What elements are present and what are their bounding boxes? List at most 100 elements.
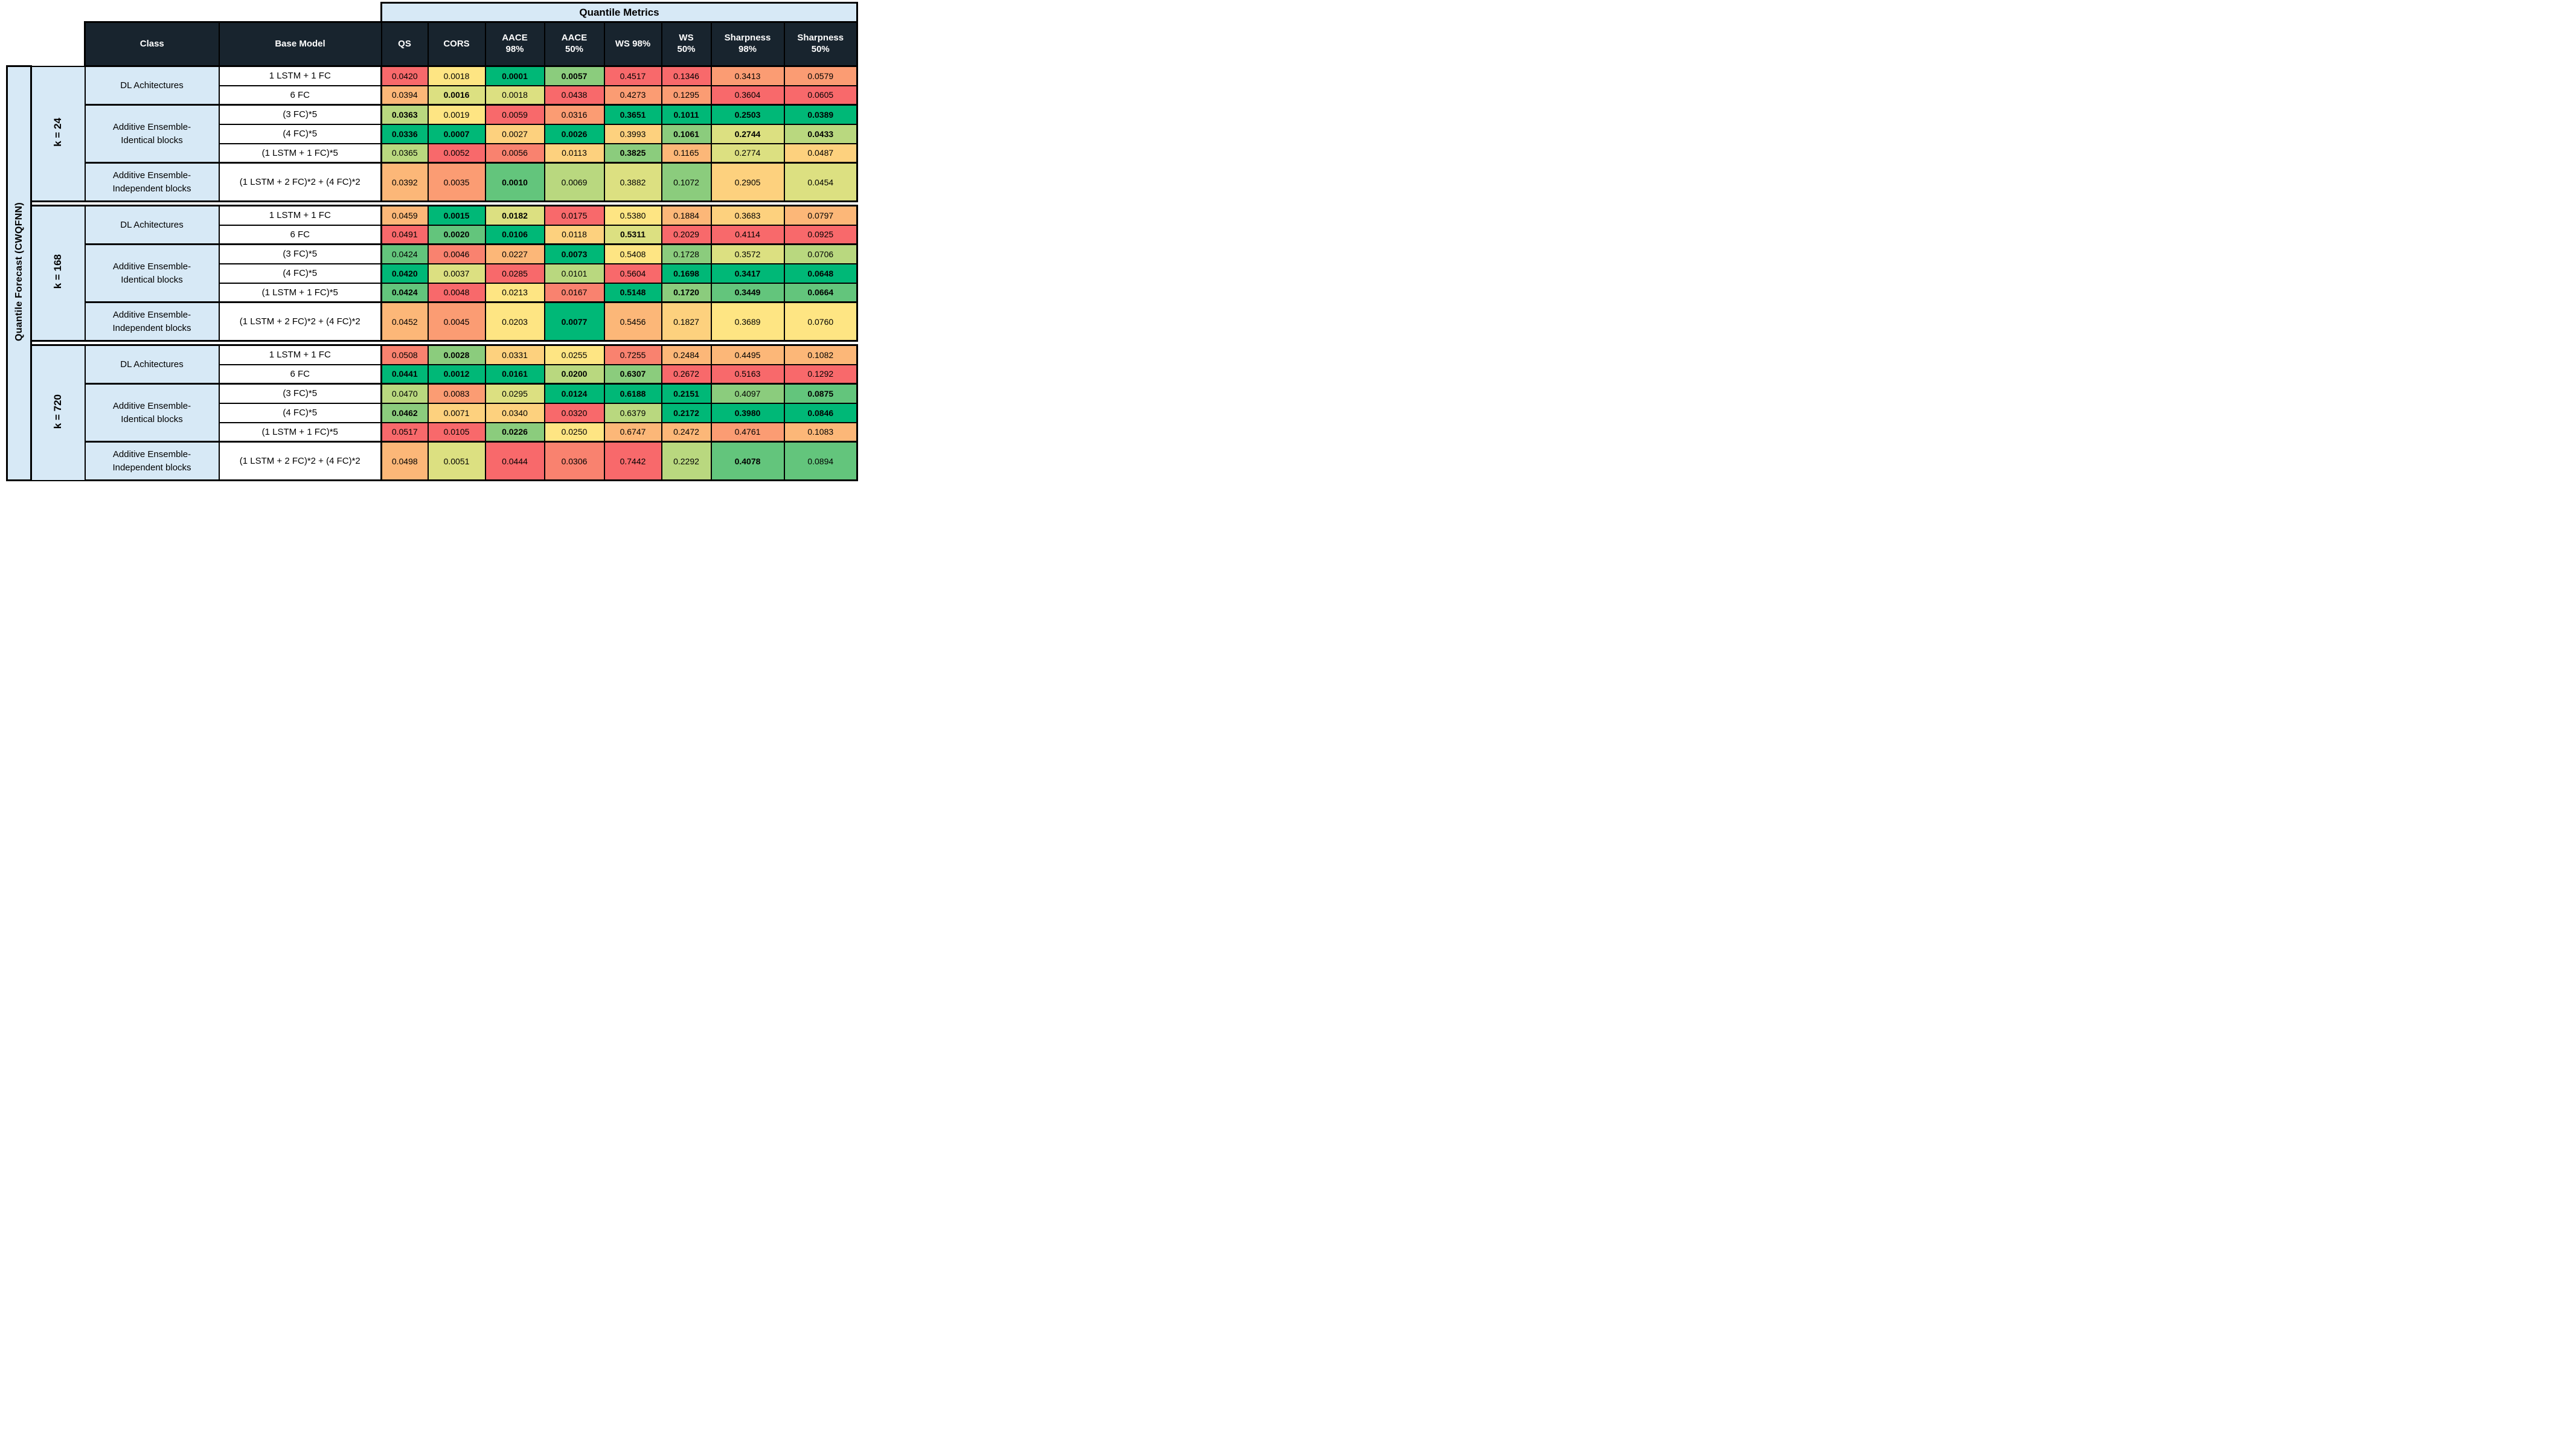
metric-cell: 0.0420: [380, 65, 429, 86]
metric-cell: 0.0285: [484, 263, 545, 284]
metric-cell: 0.0052: [427, 142, 486, 164]
metric-cell: 0.0105: [427, 421, 486, 443]
metric-cell: 0.0200: [543, 363, 605, 385]
metric-cell: 0.3417: [710, 263, 785, 284]
metric-cell: 0.0706: [783, 243, 859, 264]
k-horizon-label: k = 720: [30, 344, 86, 481]
metric-cell: 0.1346: [661, 65, 712, 86]
metric-cell: 0.5311: [603, 224, 662, 245]
vertical-axis-label: Quantile Forecast (CWQFNN): [6, 65, 32, 481]
metric-cell: 0.4273: [603, 85, 662, 106]
metric-cell: 0.1827: [661, 301, 712, 342]
metric-cell: 0.0167: [543, 282, 605, 303]
metric-cell: 0.0035: [427, 162, 486, 202]
metric-cell: 0.0124: [543, 383, 605, 404]
metric-cell: 0.1698: [661, 263, 712, 284]
metric-cell: 0.4114: [710, 224, 785, 245]
k-horizon-label-text: k = 168: [52, 254, 64, 289]
metric-cell: 0.0048: [427, 282, 486, 303]
metric-cell: 0.1165: [661, 142, 712, 164]
metric-cell: 0.1292: [783, 363, 859, 385]
metric-cell: 0.0444: [484, 441, 545, 481]
col-header-aace-98: AACE 98%: [484, 21, 545, 67]
col-header-qs: QS: [380, 21, 429, 67]
metric-cell: 0.0057: [543, 65, 605, 86]
col-header-cors: CORS: [427, 21, 486, 67]
metric-cell: 0.3572: [710, 243, 785, 264]
metrics-table: Quantile Metrics Class Base Model QS COR…: [6, 2, 859, 481]
k-horizon-label: k = 168: [30, 205, 86, 342]
metric-cell: 0.1083: [783, 421, 859, 443]
metric-cell: 0.0760: [783, 301, 859, 342]
model-cell: (3 FC)*5: [218, 383, 382, 404]
metric-cell: 0.0056: [484, 142, 545, 164]
metric-cell: 0.0331: [484, 344, 545, 365]
metric-cell: 0.0316: [543, 104, 605, 125]
col-header-base-model: Base Model: [218, 21, 382, 67]
metric-cell: 0.1884: [661, 205, 712, 226]
metric-cell: 0.1072: [661, 162, 712, 202]
metric-cell: 0.0433: [783, 123, 859, 144]
metric-cell: 0.2905: [710, 162, 785, 202]
metric-cell: 0.0182: [484, 205, 545, 226]
metric-cell: 0.2484: [661, 344, 712, 365]
metric-cell: 0.1295: [661, 85, 712, 106]
metric-cell: 0.3689: [710, 301, 785, 342]
metric-cell: 0.0875: [783, 383, 859, 404]
header-spacer-top: [7, 2, 382, 22]
metric-cell: 0.0508: [380, 344, 429, 365]
table-body: Quantile Forecast (CWQFNN) k = 24 DL Achit…: [6, 65, 859, 481]
metric-cell: 0.2672: [661, 363, 712, 385]
metric-cell: 0.0118: [543, 224, 605, 245]
metric-cell: 0.7255: [603, 344, 662, 365]
metric-cell: 0.0306: [543, 441, 605, 481]
metric-cell: 0.6188: [603, 383, 662, 404]
header-spacer-left: [7, 22, 85, 66]
metric-cell: 0.0441: [380, 363, 429, 385]
class-cell: Additive Ensemble- Identical blocks: [84, 383, 220, 443]
model-cell: (4 FC)*5: [218, 402, 382, 423]
model-cell: (1 LSTM + 2 FC)*2 + (4 FC)*2: [218, 441, 382, 481]
metric-cell: 0.2744: [710, 123, 785, 144]
metric-cell: 0.0018: [484, 85, 545, 106]
metric-cell: 0.0051: [427, 441, 486, 481]
model-cell: (1 LSTM + 2 FC)*2 + (4 FC)*2: [218, 301, 382, 342]
metric-cell: 0.0894: [783, 441, 859, 481]
class-cell: Additive Ensemble- Independent blocks: [84, 162, 220, 202]
metric-cell: 0.0605: [783, 85, 859, 106]
model-cell: 6 FC: [218, 85, 382, 106]
metric-cell: 0.6747: [603, 421, 662, 443]
metric-cell: 0.5408: [603, 243, 662, 264]
metric-cell: 0.0083: [427, 383, 486, 404]
metric-cell: 0.4495: [710, 344, 785, 365]
model-cell: (4 FC)*5: [218, 263, 382, 284]
table-title: Quantile Metrics: [380, 2, 859, 23]
metric-cell: 0.0015: [427, 205, 486, 226]
model-cell: (1 LSTM + 1 FC)*5: [218, 282, 382, 303]
metric-cell: 0.0424: [380, 282, 429, 303]
metric-cell: 0.6307: [603, 363, 662, 385]
metric-cell: 0.3683: [710, 205, 785, 226]
col-header-class: Class: [84, 21, 220, 67]
metric-cell: 0.0007: [427, 123, 486, 144]
metric-cell: 0.0925: [783, 224, 859, 245]
class-cell: Additive Ensemble- Independent blocks: [84, 441, 220, 481]
metric-cell: 0.0394: [380, 85, 429, 106]
metric-cell: 0.0026: [543, 123, 605, 144]
metric-cell: 0.1728: [661, 243, 712, 264]
class-cell: DL Achitectures: [84, 205, 220, 245]
metric-cell: 0.1720: [661, 282, 712, 303]
metric-cell: 0.4517: [603, 65, 662, 86]
metric-cell: 0.0045: [427, 301, 486, 342]
metric-cell: 0.0462: [380, 402, 429, 423]
metric-cell: 0.0389: [783, 104, 859, 125]
metric-cell: 0.0365: [380, 142, 429, 164]
metric-cell: 0.0459: [380, 205, 429, 226]
page: Quantile Metrics Class Base Model QS COR…: [0, 0, 859, 485]
metric-cell: 0.5148: [603, 282, 662, 303]
metric-cell: 0.0227: [484, 243, 545, 264]
metric-cell: 0.0018: [427, 65, 486, 86]
metric-cell: 0.3825: [603, 142, 662, 164]
class-cell: Additive Ensemble- Identical blocks: [84, 243, 220, 303]
metric-cell: 0.2029: [661, 224, 712, 245]
